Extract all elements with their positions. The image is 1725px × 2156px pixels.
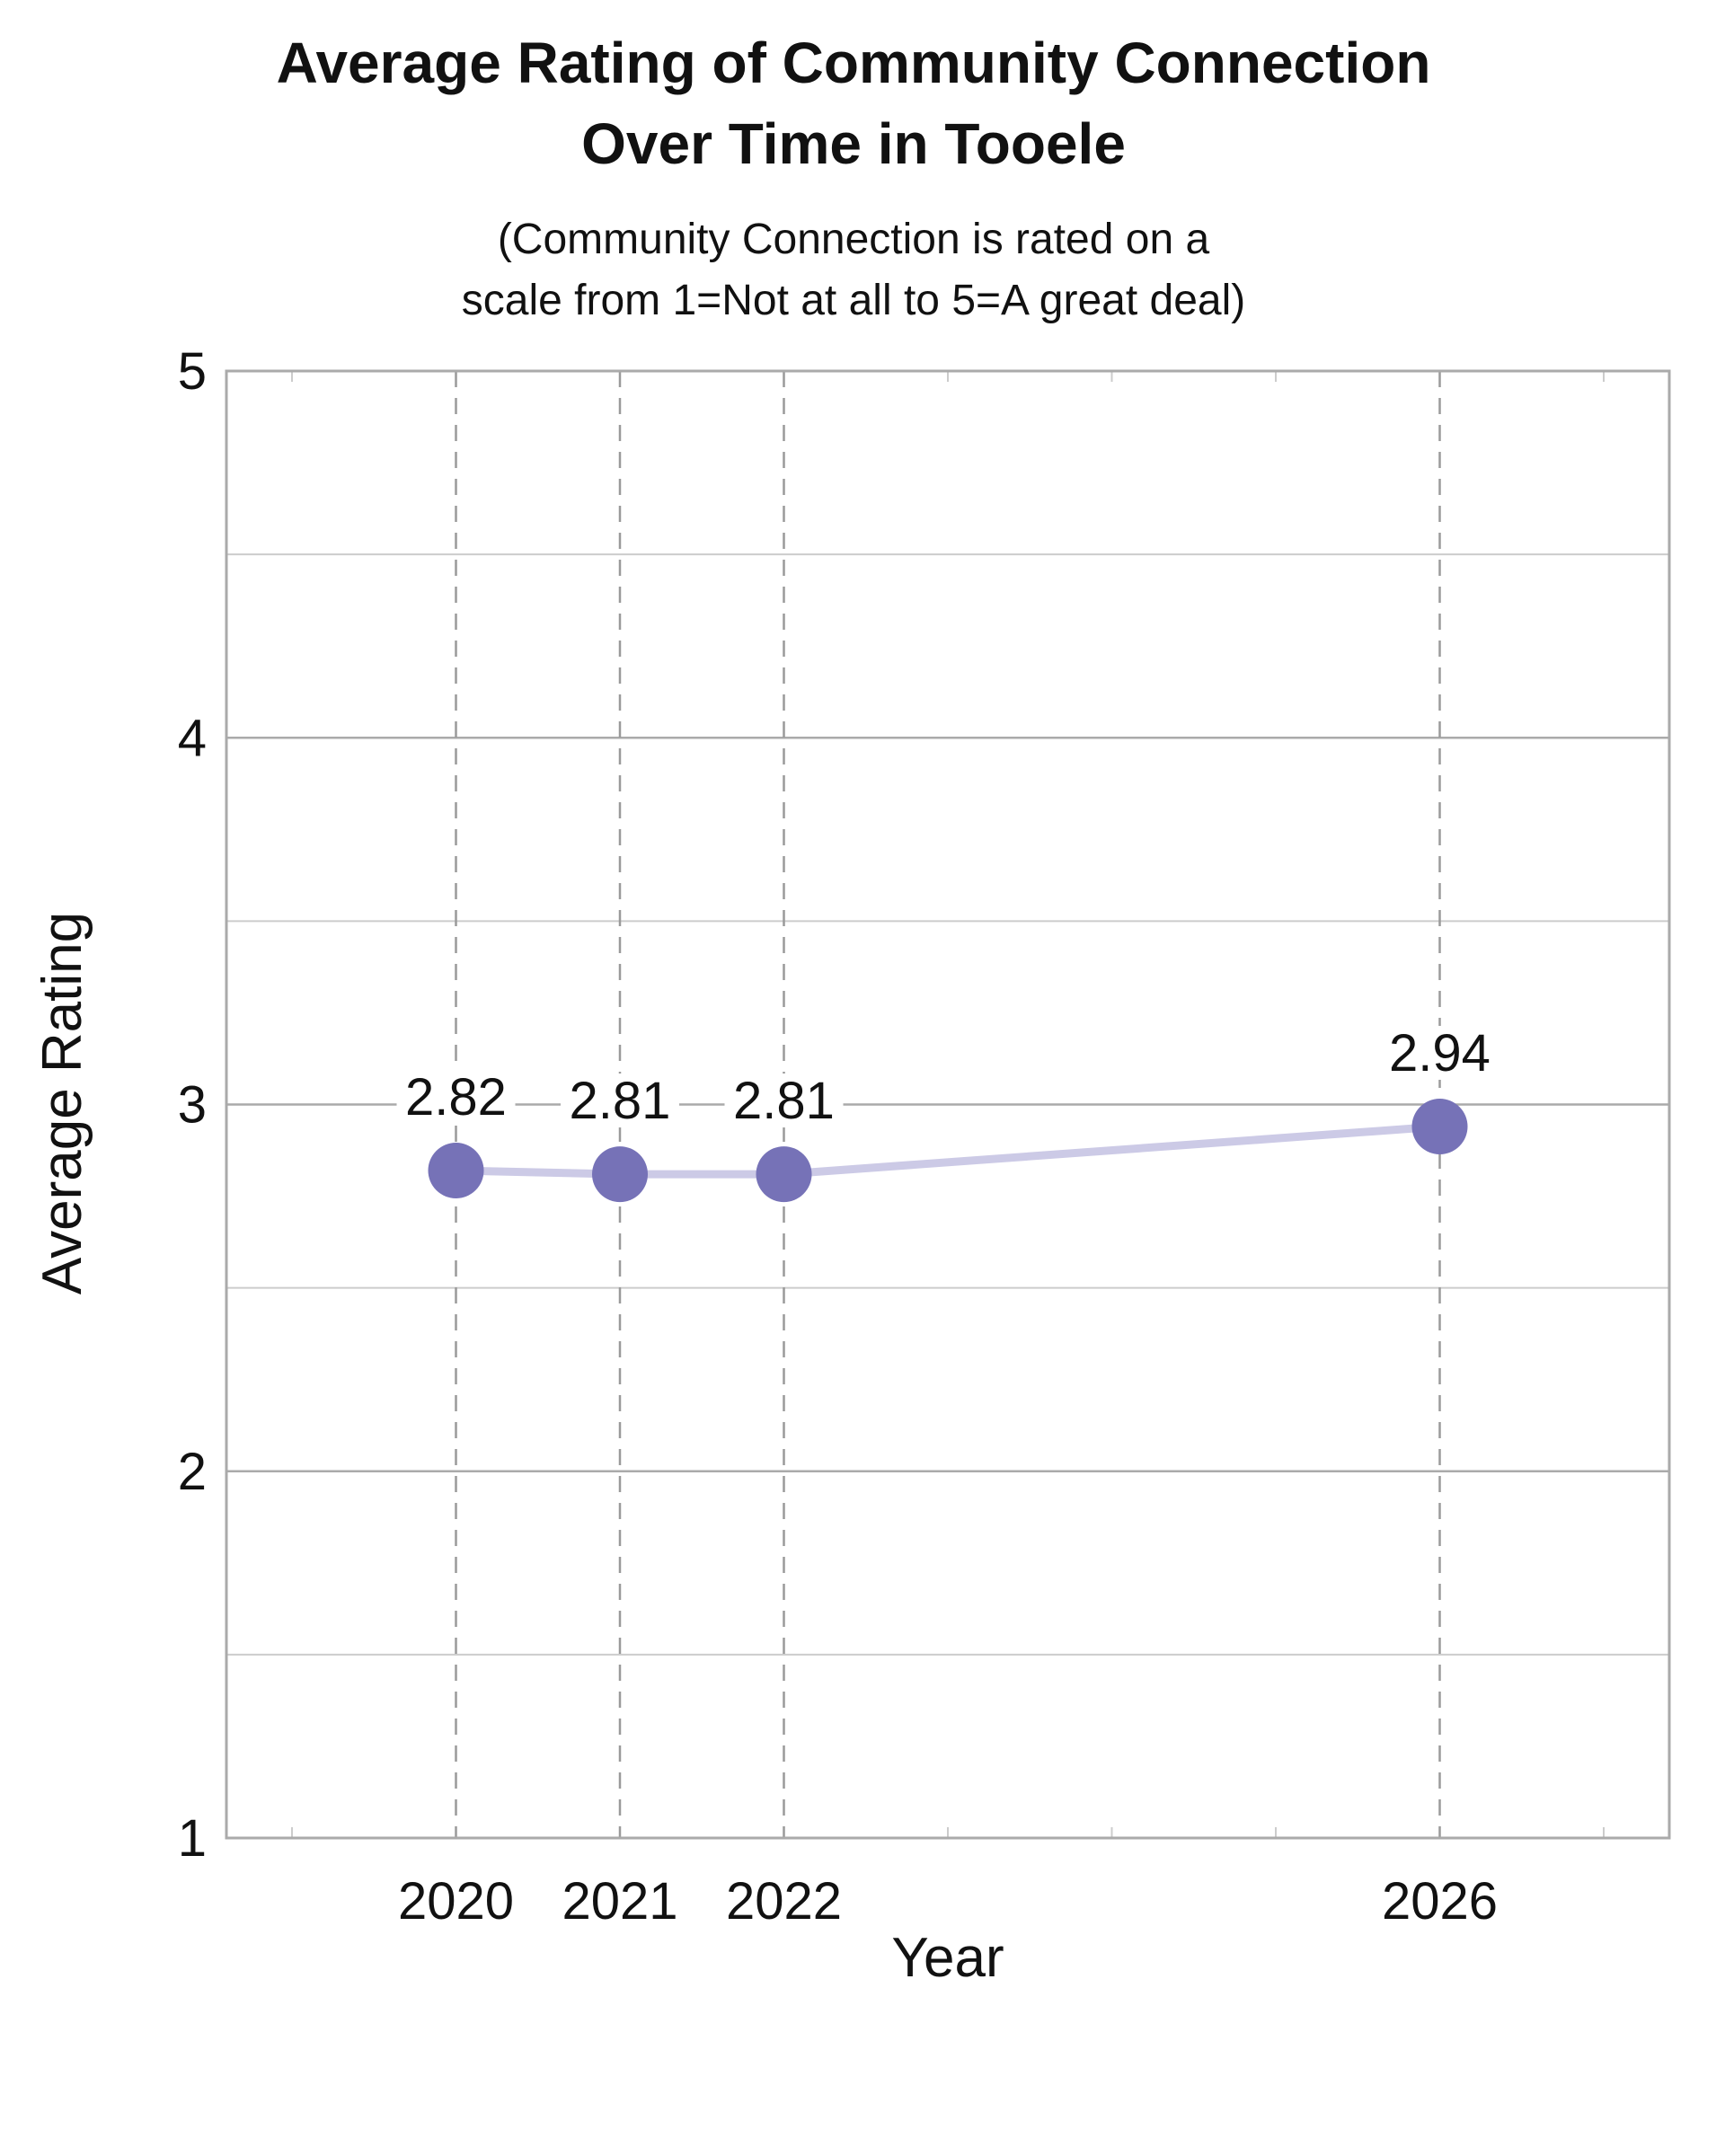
- chart-subtitle: (Community Connection is rated on a scal…: [462, 216, 1245, 324]
- data-label: 2.94: [1389, 1024, 1491, 1082]
- plot-area: 1 2 3 4 5 2020 2021 2022 2026 2.82 2.81 2.81 2.94: [178, 342, 1671, 1931]
- y-tick-label: 2: [178, 1443, 207, 1501]
- y-tick-label: 1: [178, 1809, 207, 1868]
- data-label: 2.81: [733, 1072, 835, 1130]
- chart-subtitle-line-1: (Community Connection is rated on a: [498, 216, 1210, 263]
- x-axis-label: Year: [891, 1927, 1004, 1989]
- y-tick-label: 5: [178, 342, 207, 401]
- x-tick-label: 2026: [1382, 1872, 1498, 1931]
- x-tick-label: 2020: [398, 1872, 514, 1931]
- data-label: 2.81: [570, 1072, 671, 1130]
- data-point: [428, 1142, 484, 1198]
- x-tick-label: 2022: [726, 1872, 842, 1931]
- data-label-background: [724, 1074, 844, 1128]
- y-tick-label: 4: [178, 709, 207, 767]
- x-tick-label: 2021: [562, 1872, 677, 1931]
- plot-frame: [225, 369, 1671, 1840]
- data-label-background: [561, 1074, 679, 1128]
- data-point: [592, 1146, 648, 1203]
- data-point: [756, 1146, 812, 1203]
- data-label: 2.82: [405, 1068, 507, 1127]
- data-label-background: [396, 1069, 516, 1124]
- y-tick-label: 3: [178, 1076, 207, 1135]
- chart-title-line-1: Average Rating of Community Connection: [277, 31, 1431, 95]
- data-point: [1411, 1098, 1468, 1154]
- data-label-background: [1380, 1025, 1499, 1080]
- y-axis-label: Average Rating: [31, 912, 93, 1294]
- chart-title: Average Rating of Community Connection O…: [277, 31, 1431, 176]
- series-line: [452, 1122, 1444, 1179]
- chart-subtitle-line-2: scale from 1=Not at all to 5=A great dea…: [462, 277, 1245, 324]
- chart-title-line-2: Over Time in Tooele: [581, 111, 1126, 176]
